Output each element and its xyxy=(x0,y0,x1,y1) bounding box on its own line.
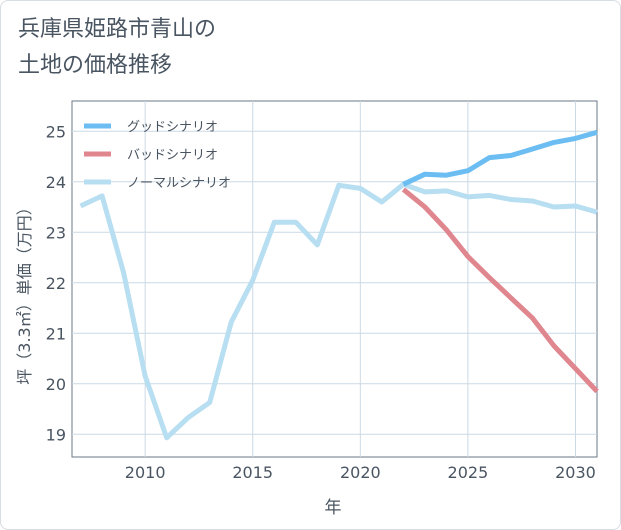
chart-title-line-2: 土地の価格推移 xyxy=(18,53,173,78)
series-line-2 xyxy=(79,181,598,441)
x-tick-label: 2030 xyxy=(555,463,596,482)
y-tick-label: 21 xyxy=(46,324,66,343)
x-tick-label: 2025 xyxy=(448,463,489,482)
y-tick-label: 19 xyxy=(46,425,66,444)
y-tick-label: 23 xyxy=(46,223,66,242)
y-tick-label: 20 xyxy=(46,375,66,394)
legend-label: グッドシナリオ xyxy=(127,120,218,135)
y-tick-label: 24 xyxy=(46,173,66,192)
legend-label: ノーマルシナリオ xyxy=(127,176,231,191)
x-axis-label: 年 xyxy=(325,498,342,518)
x-tick-label: 2020 xyxy=(340,463,381,482)
y-tick-label: 22 xyxy=(46,274,66,293)
legend-label: バッドシナリオ xyxy=(127,148,218,163)
series-line-0 xyxy=(402,129,598,187)
x-tick-label: 2010 xyxy=(125,463,166,482)
grid-lines xyxy=(71,100,598,458)
chart-title: 兵庫県姫路市青山の 土地の価格推移 xyxy=(18,12,216,84)
tick-labels: 19 20 21 22 23 24 25 2010 2015 2020 2025 2030 xyxy=(46,122,596,482)
x-tick-label: 2015 xyxy=(232,463,273,482)
series-line-1 xyxy=(401,187,599,394)
y-axis-label: 坪（3.3㎡）単価（万円） xyxy=(15,199,34,384)
chart-title-line-1: 兵庫県姫路市青山の xyxy=(18,17,217,42)
plot-border xyxy=(71,100,598,458)
y-tick-label: 25 xyxy=(46,122,66,141)
series-layer xyxy=(79,129,599,441)
